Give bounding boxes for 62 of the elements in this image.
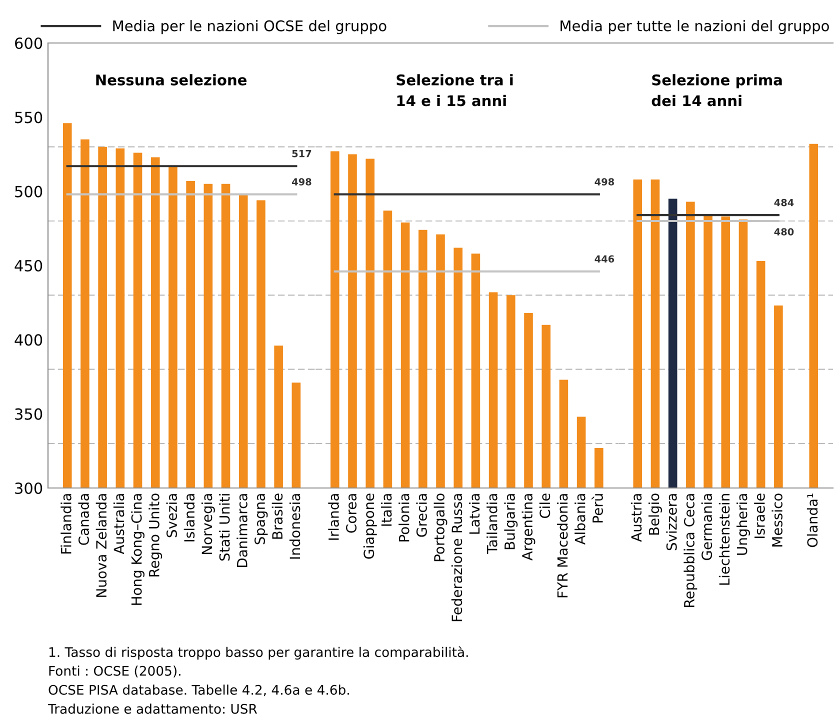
text: Selezione prima dei 14 anni	[652, 74, 782, 106]
x-tick-label: Australia	[113, 494, 124, 554]
x-tick-label: Islanda	[184, 494, 195, 542]
x-tick-label: Svizzera	[666, 494, 677, 550]
text: Fonti : OCSE (2005).	[49, 666, 180, 678]
x-tick-label: Norvegia	[201, 494, 215, 554]
x-tick-label: Canada	[78, 494, 89, 545]
x-tick-label: Federazione Russa	[451, 494, 462, 622]
x-tick-label: Hong Kong–Cina	[131, 494, 144, 605]
x-tick-label: Polonia	[398, 494, 410, 542]
x-tick-label: Repubblica Ceca	[684, 494, 698, 607]
x-tick-label: Israele	[754, 494, 765, 538]
x-tick-label: Liechtenstein	[718, 494, 730, 585]
data-label: 498	[594, 178, 614, 186]
x-tick-label: Perù	[592, 494, 603, 522]
legend-label: Media per tutte le nazioni del gruppo	[560, 20, 829, 34]
y-tick-label: 550	[15, 112, 42, 124]
x-tick-label: Belgio	[648, 494, 662, 535]
x-tick-label: Danimarca	[236, 494, 248, 567]
x-tick-label: Albania	[574, 494, 586, 545]
x-tick-label: Argentina	[522, 494, 536, 560]
y-tick-label: 400	[14, 334, 42, 346]
x-tick-label: Portogallo	[434, 494, 448, 562]
data-label: 484	[774, 198, 794, 206]
x-tick-label: Brasile	[272, 494, 283, 539]
data-label: 498	[292, 178, 312, 186]
x-tick-label: Italia	[380, 494, 392, 526]
text: 1. Tasso di risposta troppo basso per garantire la comparabilità.	[49, 646, 468, 660]
data-label: 446	[594, 255, 614, 263]
y-tick-label: 300	[15, 482, 42, 494]
x-tick-label: Latvia	[468, 494, 480, 534]
x-tick-label: Bulgaria	[504, 494, 518, 550]
x-tick-label: Regno Unito	[148, 494, 162, 576]
x-tick-label: Olanda¹	[806, 494, 818, 548]
y-tick-label: 500	[15, 186, 42, 198]
x-tick-label: Indonesia	[289, 494, 300, 559]
data-label: 517	[292, 150, 312, 158]
text: Nessuna selezione	[96, 74, 247, 86]
x-tick-label: Svezia	[166, 494, 177, 538]
x-tick-label: Stati Uniti	[219, 494, 230, 561]
x-tick-label: Irlanda	[328, 494, 339, 540]
x-tick-label: Nuova Zelanda	[96, 494, 107, 597]
x-tick-label: Ungheria	[736, 494, 750, 555]
x-tick-label: Finlandia	[60, 494, 72, 554]
x-tick-label: Cile	[539, 494, 550, 518]
text: OCSE PISA database. Tabelle 4.2, 4.6a e 4.6b.	[48, 684, 349, 696]
text: Selezione tra i 14 e i 15 anni	[396, 74, 513, 106]
y-tick-label: 350	[15, 408, 42, 420]
y-tick-label: 450	[14, 260, 42, 272]
x-tick-label: Spagna	[254, 494, 268, 544]
x-tick-label: Tailandia	[486, 494, 498, 554]
x-tick-label: Grecia	[416, 494, 427, 537]
x-tick-label: Corea	[346, 494, 357, 533]
text: Traduzione e adattamento: USR	[48, 704, 258, 714]
x-tick-label: Giappone	[363, 494, 377, 559]
y-tick-label: 600	[15, 37, 42, 50]
x-tick-label: Germania	[701, 494, 712, 560]
x-tick-label: FYR Macedonia	[556, 494, 568, 598]
x-tick-label: Austria	[630, 494, 642, 542]
legend-label: Media per le nazioni OCSE del gruppo	[113, 20, 386, 34]
x-tick-label: Messico	[772, 494, 782, 546]
data-label: 480	[774, 228, 794, 236]
